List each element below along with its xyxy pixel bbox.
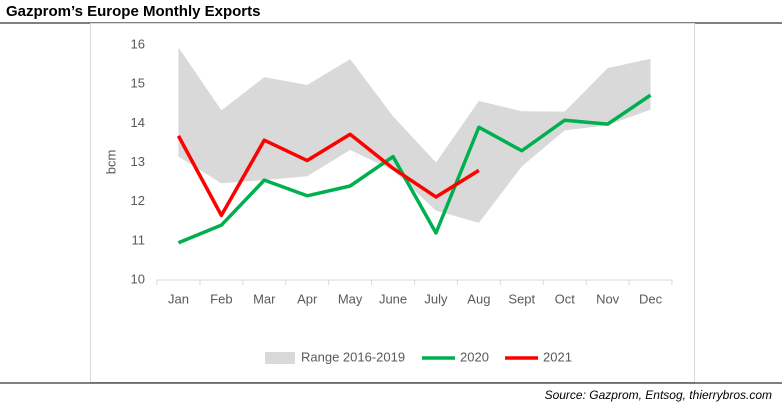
x-tick-label: Aug <box>467 291 490 306</box>
x-tick-label: Dec <box>639 291 663 306</box>
x-tick-label: Oct <box>555 291 576 306</box>
x-tick-label: Nov <box>596 291 620 306</box>
x-tick-label: Apr <box>297 291 318 306</box>
y-tick-label: 10 <box>131 271 145 286</box>
source: Source: Gazprom, Entsog, thierrybros.com <box>545 388 772 402</box>
series-line <box>176 132 480 218</box>
y-tick-label: 11 <box>132 232 146 247</box>
chart-title: Gazprom’s Europe Monthly Exports <box>6 3 260 20</box>
x-tick-label: May <box>338 291 363 306</box>
y-axis-label: bcm <box>103 150 118 175</box>
y-tick-label: 12 <box>131 193 145 208</box>
range-area <box>178 47 651 223</box>
legend-label: 2021 <box>543 349 572 364</box>
x-tick-label: Mar <box>253 291 276 306</box>
legend-label: Range 2016-2019 <box>301 349 405 364</box>
y-tick-label: 14 <box>131 115 145 130</box>
series-line <box>177 93 652 245</box>
x-tick-label: Jan <box>168 291 189 306</box>
y-tick-label: 16 <box>131 36 145 51</box>
x-tick-label: June <box>379 291 407 306</box>
x-tick-label: Feb <box>210 291 232 306</box>
legend-swatch <box>265 352 295 364</box>
x-tick-label: Sept <box>508 291 535 306</box>
x-tick-label: July <box>424 291 448 306</box>
legend-label: 2020 <box>460 349 489 364</box>
y-tick-label: 15 <box>131 76 145 91</box>
y-tick-label: 13 <box>131 154 145 169</box>
